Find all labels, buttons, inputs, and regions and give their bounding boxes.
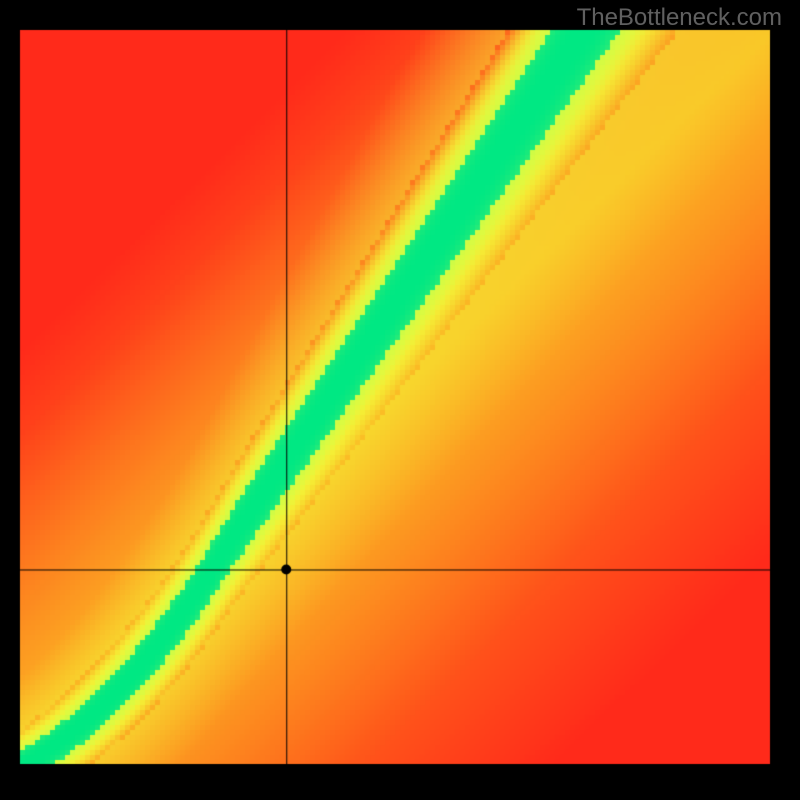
chart-container: TheBottleneck.com (0, 0, 800, 800)
watermark-text: TheBottleneck.com (577, 4, 782, 32)
bottleneck-heatmap (0, 0, 800, 800)
